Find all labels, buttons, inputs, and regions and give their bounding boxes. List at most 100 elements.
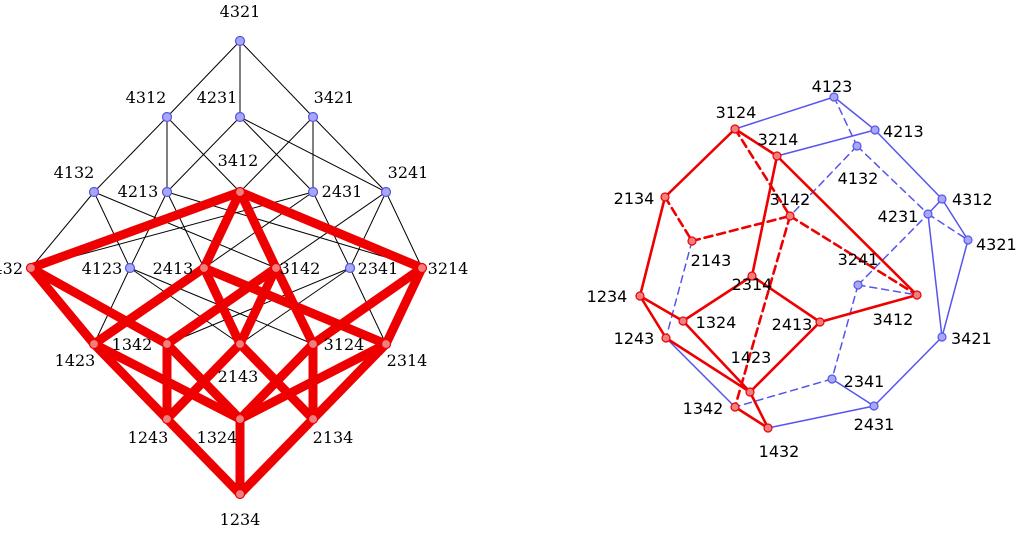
permutahedron-node-label-3421: 3421 [951, 329, 992, 348]
permutahedron-edge-2431-1432 [767, 405, 875, 429]
lattice-highlight-edge-2413-1423 [89, 263, 209, 349]
weak-order-lattice: 4321 4312 4231 3421 4132 4213 3412 2431 3241 1432… [0, 2, 468, 529]
permutahedron-node-label-2413: 2413 [772, 315, 813, 334]
lattice-node-label-3142: 3142 [280, 259, 321, 278]
permutahedron-edge-3124-3214 [733, 127, 779, 158]
lattice-edge-3421-3412 [239, 116, 314, 193]
permutahedron-node-label-1243: 1243 [614, 329, 655, 348]
permutahedron-edge-4213-4123 [833, 96, 876, 131]
permutahedron-node-1243 [661, 333, 671, 343]
permutahedron-node-label-2431: 2431 [854, 415, 895, 434]
permutahedron-node-label-4231: 4231 [878, 207, 919, 226]
permutahedron-edge-2143-1243 [665, 240, 693, 339]
permutahedron-node-1432 [763, 423, 773, 433]
lattice-edge-3421-3241 [312, 116, 387, 193]
lattice-node-1243 [161, 413, 173, 425]
lattice-node-label-1342: 1342 [112, 335, 153, 354]
permutahedron-node-1324 [678, 316, 688, 326]
permutahedron-edge-3142-1342 [733, 214, 792, 409]
lattice-node-4312 [161, 111, 173, 123]
permutahedron-edge-2341-1342 [734, 378, 833, 408]
permutahedron-edge-2413-1423 [748, 320, 822, 394]
lattice-node-label-1234: 1234 [220, 510, 261, 529]
permutahedron-node-label-4213: 4213 [883, 122, 924, 141]
permutahedron-nodes: 4123 3124 4213 3214 4132 2134 3142 4312 4231 2143… [587, 77, 1017, 461]
permutahedron-node-3124 [730, 124, 740, 134]
lattice-node-label-2413: 2413 [153, 259, 194, 278]
permutahedron-node-label-3412: 3412 [873, 310, 914, 329]
lattice-highlight-edge-3412-1432 [26, 187, 245, 273]
permutahedron-edge-3421-2431 [873, 336, 943, 407]
permutahedron-edge-4312-4321 [941, 198, 969, 241]
permutahedron-node-3214 [772, 151, 782, 161]
lattice-highlight-edge-3142-2143 [235, 263, 281, 349]
permutahedron-edge-2413-3412 [818, 293, 919, 324]
lattice-node-4132 [88, 186, 100, 198]
lattice-edge-4312-4132 [93, 116, 168, 193]
permutahedron-edge-1243-1342 [665, 337, 736, 408]
permutahedron-edge-3124-2134 [663, 127, 737, 199]
lattice-edge-3241-3214 [385, 191, 423, 269]
permutahedron-edge-1432-1342 [733, 405, 770, 430]
lattice-node-label-3241: 3241 [388, 163, 429, 182]
lattice-node-4123 [124, 262, 136, 274]
permutahedron-node-label-1342: 1342 [683, 399, 724, 418]
lattice-node-4213 [161, 186, 173, 198]
lattice-node-label-3214: 3214 [428, 259, 469, 278]
lattice-node-2314 [380, 338, 392, 350]
permutahedron-node-label-4321: 4321 [976, 235, 1017, 254]
permutahedron-node-label-4132: 4132 [838, 169, 879, 188]
lattice-node-2413 [198, 262, 210, 274]
lattice-node-3241 [380, 186, 392, 198]
permutahedron-node-label-3214: 3214 [758, 130, 799, 149]
permutahedron-node-label-2314: 2314 [732, 275, 773, 294]
lattice-nodes: 4321 4312 4231 3421 4132 4213 3412 2431 3241 1432… [0, 2, 468, 529]
lattice-node-1324 [234, 413, 246, 425]
lattice-edge-4123-1423 [93, 267, 131, 345]
lattice-node-1342 [161, 338, 173, 350]
permutahedron-node-3412 [912, 290, 922, 300]
permutahedron-node-1423 [745, 387, 755, 397]
permutahedron-node-label-1324: 1324 [696, 313, 737, 332]
permutahedron-edge-4231-3421 [927, 213, 943, 338]
permutahedron-node-2314 [747, 271, 757, 281]
permutahedron-node-4312 [937, 194, 947, 204]
permutahedron-node-4213 [870, 125, 880, 135]
permutahedron-edge-3214-2314 [750, 154, 779, 278]
permutahedron-edge-4123-3124 [734, 96, 835, 130]
lattice-node-label-2431: 2431 [322, 182, 363, 201]
permutahedron-node-label-2134: 2134 [614, 189, 655, 208]
lattice-highlight-edge-3412-3214 [235, 187, 427, 273]
permutahedron-edge-1234-1243 [638, 294, 668, 340]
lattice-edge-3241-2341 [349, 191, 387, 269]
permutahedron-node-4132 [852, 141, 862, 151]
permutahedron-node-label-3142: 3142 [770, 190, 811, 209]
permutahedron-node-label-1423: 1423 [731, 348, 772, 367]
lattice-edge-4321-4312 [166, 40, 241, 118]
lattice-node-1423 [88, 338, 100, 350]
lattice-node-label-3421: 3421 [314, 88, 355, 107]
permutahedron-edge-2134-1234 [638, 195, 667, 298]
permutahedron-edge-3214-3412 [775, 154, 919, 297]
lattice-node-2134 [307, 413, 319, 425]
lattice-node-label-4132: 4132 [54, 163, 95, 182]
lattice-node-label-2134: 2134 [313, 428, 354, 447]
lattice-node-4321 [234, 35, 246, 47]
permutahedron-edge-2134-2143 [663, 195, 694, 243]
permutahedron-edge-3124-3142 [733, 127, 792, 218]
permutahedron-edge-1423-1432 [748, 390, 770, 430]
lattice-node-3124 [307, 338, 319, 350]
permutahedron-edges [638, 96, 969, 430]
lattice-node-label-4312: 4312 [126, 88, 167, 107]
permutahedron-edge-1234-1324 [638, 294, 685, 323]
lattice-edge-4132-4123 [93, 191, 131, 269]
permutahedron-edge-3214-4213 [776, 129, 876, 157]
lattice-highlight-edge-2143-1243 [162, 339, 245, 424]
lattice-highlight-edge-2314-1324 [235, 339, 391, 424]
permutahedron-edge-4321-3421 [941, 239, 969, 338]
permutahedron-node-2431 [869, 401, 879, 411]
permutahedron-node-4123 [829, 92, 839, 102]
permutahedron-node-2413 [815, 317, 825, 327]
lattice-highlight-edge-2314-2134 [308, 339, 391, 424]
lattice-highlight-edge-3124-1324 [235, 339, 318, 424]
